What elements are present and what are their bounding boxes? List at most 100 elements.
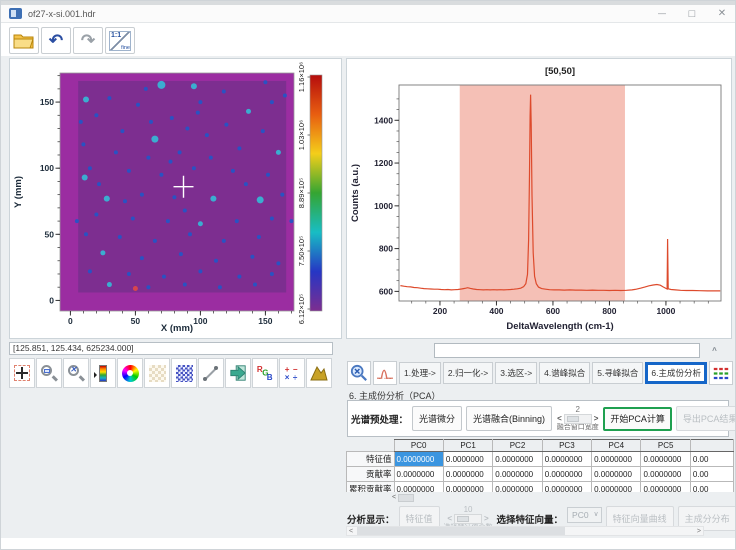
export-pca-button[interactable]: 导出PCA结果 [675,406,735,431]
table-corner [347,440,395,452]
eigen-count-slider[interactable] [454,514,483,524]
tab-peakfit[interactable]: 4.谱峰拟合 [539,362,591,384]
table-scroll-left-icon[interactable] [392,494,396,501]
close-button[interactable] [707,5,735,22]
minimize-button[interactable] [647,5,677,22]
pca-cell[interactable]: 0.0000000 [541,466,593,482]
tab-region[interactable]: 3.选区-> [495,362,538,384]
pca-cell[interactable]: 0.0000000 [640,466,691,482]
color-wheel-button[interactable] [117,358,143,388]
xy-map-chart[interactable]: 0 50 100 150 0 50 100 150 X (mm) Y (mm) 1.16×10⁶ 1.… [10,59,341,338]
redo-button[interactable] [73,27,103,54]
tab-process[interactable]: 1.处理-> [399,362,441,384]
pattern-blue-button[interactable] [171,358,197,388]
pca-cell[interactable]: 0.0000000 [591,466,642,482]
eigen-count-right-arrow[interactable] [483,515,490,523]
svg-text:Y (mm): Y (mm) [13,176,24,208]
pca-cell[interactable]: 0.0000000 [393,481,444,492]
pca-cell[interactable]: 0.0000000 [541,451,593,467]
pca-cell[interactable]: 0.0000000 [492,451,543,467]
math-ops-button[interactable]: + − × ÷ [279,358,305,388]
pca-cell[interactable]: 0.0000000 [393,451,444,467]
spectrum-chart[interactable]: 200 400 600 800 1000 600 800 1000 1200 1400 [50,50… [347,59,731,338]
svg-text:1000: 1000 [656,306,675,316]
hscroll-left-icon[interactable] [347,528,355,535]
pca-cell[interactable]: 0.0000000 [640,481,691,492]
pca-cell[interactable]: 0.00 [689,481,734,492]
pca-col-header[interactable]: PC3 [541,439,593,452]
legend-button[interactable] [708,361,733,385]
pca-cell[interactable]: 0.00 [689,451,734,467]
vector-dropdown[interactable]: PC0 [567,506,602,523]
measure-button[interactable] [198,358,224,388]
start-pca-button[interactable]: 开始PCA计算 [603,406,672,431]
open-file-button[interactable] [9,27,39,54]
svg-text:600: 600 [379,286,393,296]
colormap-button[interactable] [90,358,116,388]
tab-findpeak[interactable]: 5.寻峰拟合 [592,362,644,384]
pca-cell[interactable]: 0.00 [689,466,734,482]
binning-button[interactable]: 光谱融合(Binning) [466,406,553,431]
pca-cell[interactable]: 0.0000000 [591,481,642,492]
pca-controls: 光谱预处理： 光谱微分 光谱融合(Binning) 2 融合窗口宽度 开始PCA… [347,400,735,437]
zoom-reset-button[interactable] [63,358,89,388]
peak-fit-tool-button[interactable] [373,361,397,385]
tab-normalize[interactable]: 2.归一化-> [442,362,494,384]
crosshair-button[interactable] [9,358,35,388]
eigen-count-slider-thumb[interactable] [457,516,470,522]
pca-cell[interactable]: 0.0000000 [442,451,494,467]
apply-arrow-button[interactable] [734,361,735,385]
hscroll-right-icon[interactable] [695,528,703,535]
svg-text:7.50×10⁵: 7.50×10⁵ [297,236,306,266]
pca-row-label[interactable]: 贡献率 [346,466,395,482]
eigen-count-left-arrow[interactable] [446,515,453,523]
hscroll-thumb[interactable] [357,527,566,535]
svg-text:×: × [285,373,290,382]
bin-width-left-arrow[interactable] [556,415,563,423]
pca-cell[interactable]: 0.0000000 [442,481,494,492]
pattern-light-button[interactable] [144,358,170,388]
pca-col-header[interactable] [689,439,734,452]
pca-cell[interactable]: 0.0000000 [492,481,543,492]
import-arrow-button[interactable] [225,358,251,388]
pca-cell[interactable]: 0.0000000 [492,466,543,482]
svg-text:1.16×10⁶: 1.16×10⁶ [297,62,306,92]
scroll-up-icon[interactable] [708,345,721,357]
pca-cell[interactable]: 0.0000000 [393,466,444,482]
pca-section-title: 6. 主成份分析（PCA） [349,391,441,401]
svg-text:Counts (a.u.): Counts (a.u.) [350,164,361,222]
pca-col-header[interactable]: PC5 [640,439,691,452]
bottom-scrollbar[interactable] [346,526,704,536]
spectral-derivative-button[interactable]: 光谱微分 [412,406,463,431]
zoom-out-tool-button[interactable] [347,361,371,385]
workflow-tabs: 1.处理-> 2.归一化-> 3.选区-> 4.谱峰拟合 5.寻峰拟合 6.主成份分析 [347,361,735,385]
table-scroll-thumb[interactable] [398,493,415,502]
pca-row-label[interactable]: 累积贡献率 [346,481,395,492]
pca-cell[interactable]: 0.0000000 [541,481,593,492]
pca-cell[interactable]: 0.0000000 [591,451,642,467]
pca-col-header[interactable]: PC1 [442,439,494,452]
svg-text:B: B [267,373,273,382]
svg-text:0: 0 [68,316,73,326]
pca-col-header[interactable]: PC2 [492,439,543,452]
zoom-window-button[interactable] [36,358,62,388]
bin-width-right-arrow[interactable] [593,415,600,423]
svg-text:6.12×10⁵: 6.12×10⁵ [297,294,306,324]
maximize-button[interactable] [677,5,707,22]
analysis-textbox[interactable] [434,343,700,358]
bin-width-slider[interactable] [563,414,592,424]
pca-cell[interactable]: 0.0000000 [442,466,494,482]
zoom-1to1-button[interactable] [105,27,135,54]
svg-text:100: 100 [40,163,54,173]
pca-cell[interactable]: 0.0000000 [640,451,691,467]
pca-col-header[interactable]: PC4 [591,439,642,452]
pca-col-header[interactable]: PC0 [393,439,444,452]
table-scrollbar[interactable] [392,493,462,502]
pca-table[interactable]: PC0 PC1 PC2 PC3 PC4 PC5 特征值 0.0000000 0.0000000 0… [346,439,734,492]
tab-pca[interactable]: 6.主成份分析 [645,362,707,384]
pca-row-label[interactable]: 特征值 [346,451,395,467]
undo-button[interactable] [41,27,71,54]
surface-3d-button[interactable] [306,358,332,388]
bin-width-slider-thumb[interactable] [566,416,579,422]
